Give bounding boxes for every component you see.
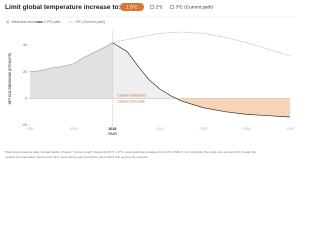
y-axis-title: NET CO2 EMISSIONS (GTCO2/YR)	[8, 53, 12, 105]
radio[interactable]	[169, 4, 175, 10]
radio[interactable]	[149, 4, 155, 10]
chart: Limit global temperature increase to: 1.…	[5, 3, 295, 159]
x-tick-label: 2080	[243, 127, 251, 131]
removals-area	[112, 98, 290, 118]
page: {"controls": {"title": "Limit global tem…	[5, 3, 295, 159]
legend-label: Historical emissions	[12, 20, 44, 24]
y-tick-label: -20	[22, 123, 27, 127]
option-button[interactable]: 1.5ºC	[120, 3, 144, 11]
option-label[interactable]: 2ºC	[156, 4, 164, 9]
x-axis-title: YEAR	[108, 132, 118, 136]
y-tick-label: 40	[23, 43, 27, 47]
x-tick-label: 2100	[286, 127, 294, 131]
x-tick-label: 1980	[26, 127, 34, 131]
x-tick-label: 2040	[156, 127, 164, 131]
controls-title: Limit global temperature increase to:	[5, 4, 121, 11]
legend-label: 3ºC (Current path)	[76, 20, 105, 24]
series-area	[30, 42, 113, 99]
legend-swatch	[6, 20, 9, 24]
x-tick-label: 2018	[108, 127, 116, 131]
series-line	[112, 31, 291, 57]
y-tick-label: 20	[23, 70, 27, 74]
footnote: models of temperature account for other …	[5, 155, 148, 159]
option-button[interactable]: 3ºC (Current path)	[169, 4, 214, 10]
emissions-area	[112, 42, 177, 99]
y-tick-label: 0	[25, 96, 27, 100]
legend-label: 1.5ºC path	[44, 20, 61, 24]
option-label[interactable]: 3ºC (Current path)	[176, 4, 214, 9]
option-label[interactable]: 1.5ºC	[126, 4, 138, 9]
x-tick-label: 2000	[69, 127, 77, 131]
option-button[interactable]: 2ºC	[149, 4, 164, 10]
footnote: Historical emissions data: Global Carbon…	[5, 150, 256, 154]
series-line	[112, 42, 291, 118]
button-bg[interactable]	[120, 3, 144, 11]
annotation: Carbon emissions	[117, 93, 146, 97]
x-tick-label: 2060	[199, 127, 207, 131]
series-line	[29, 42, 113, 73]
annotation: Carbon removals	[117, 99, 145, 103]
